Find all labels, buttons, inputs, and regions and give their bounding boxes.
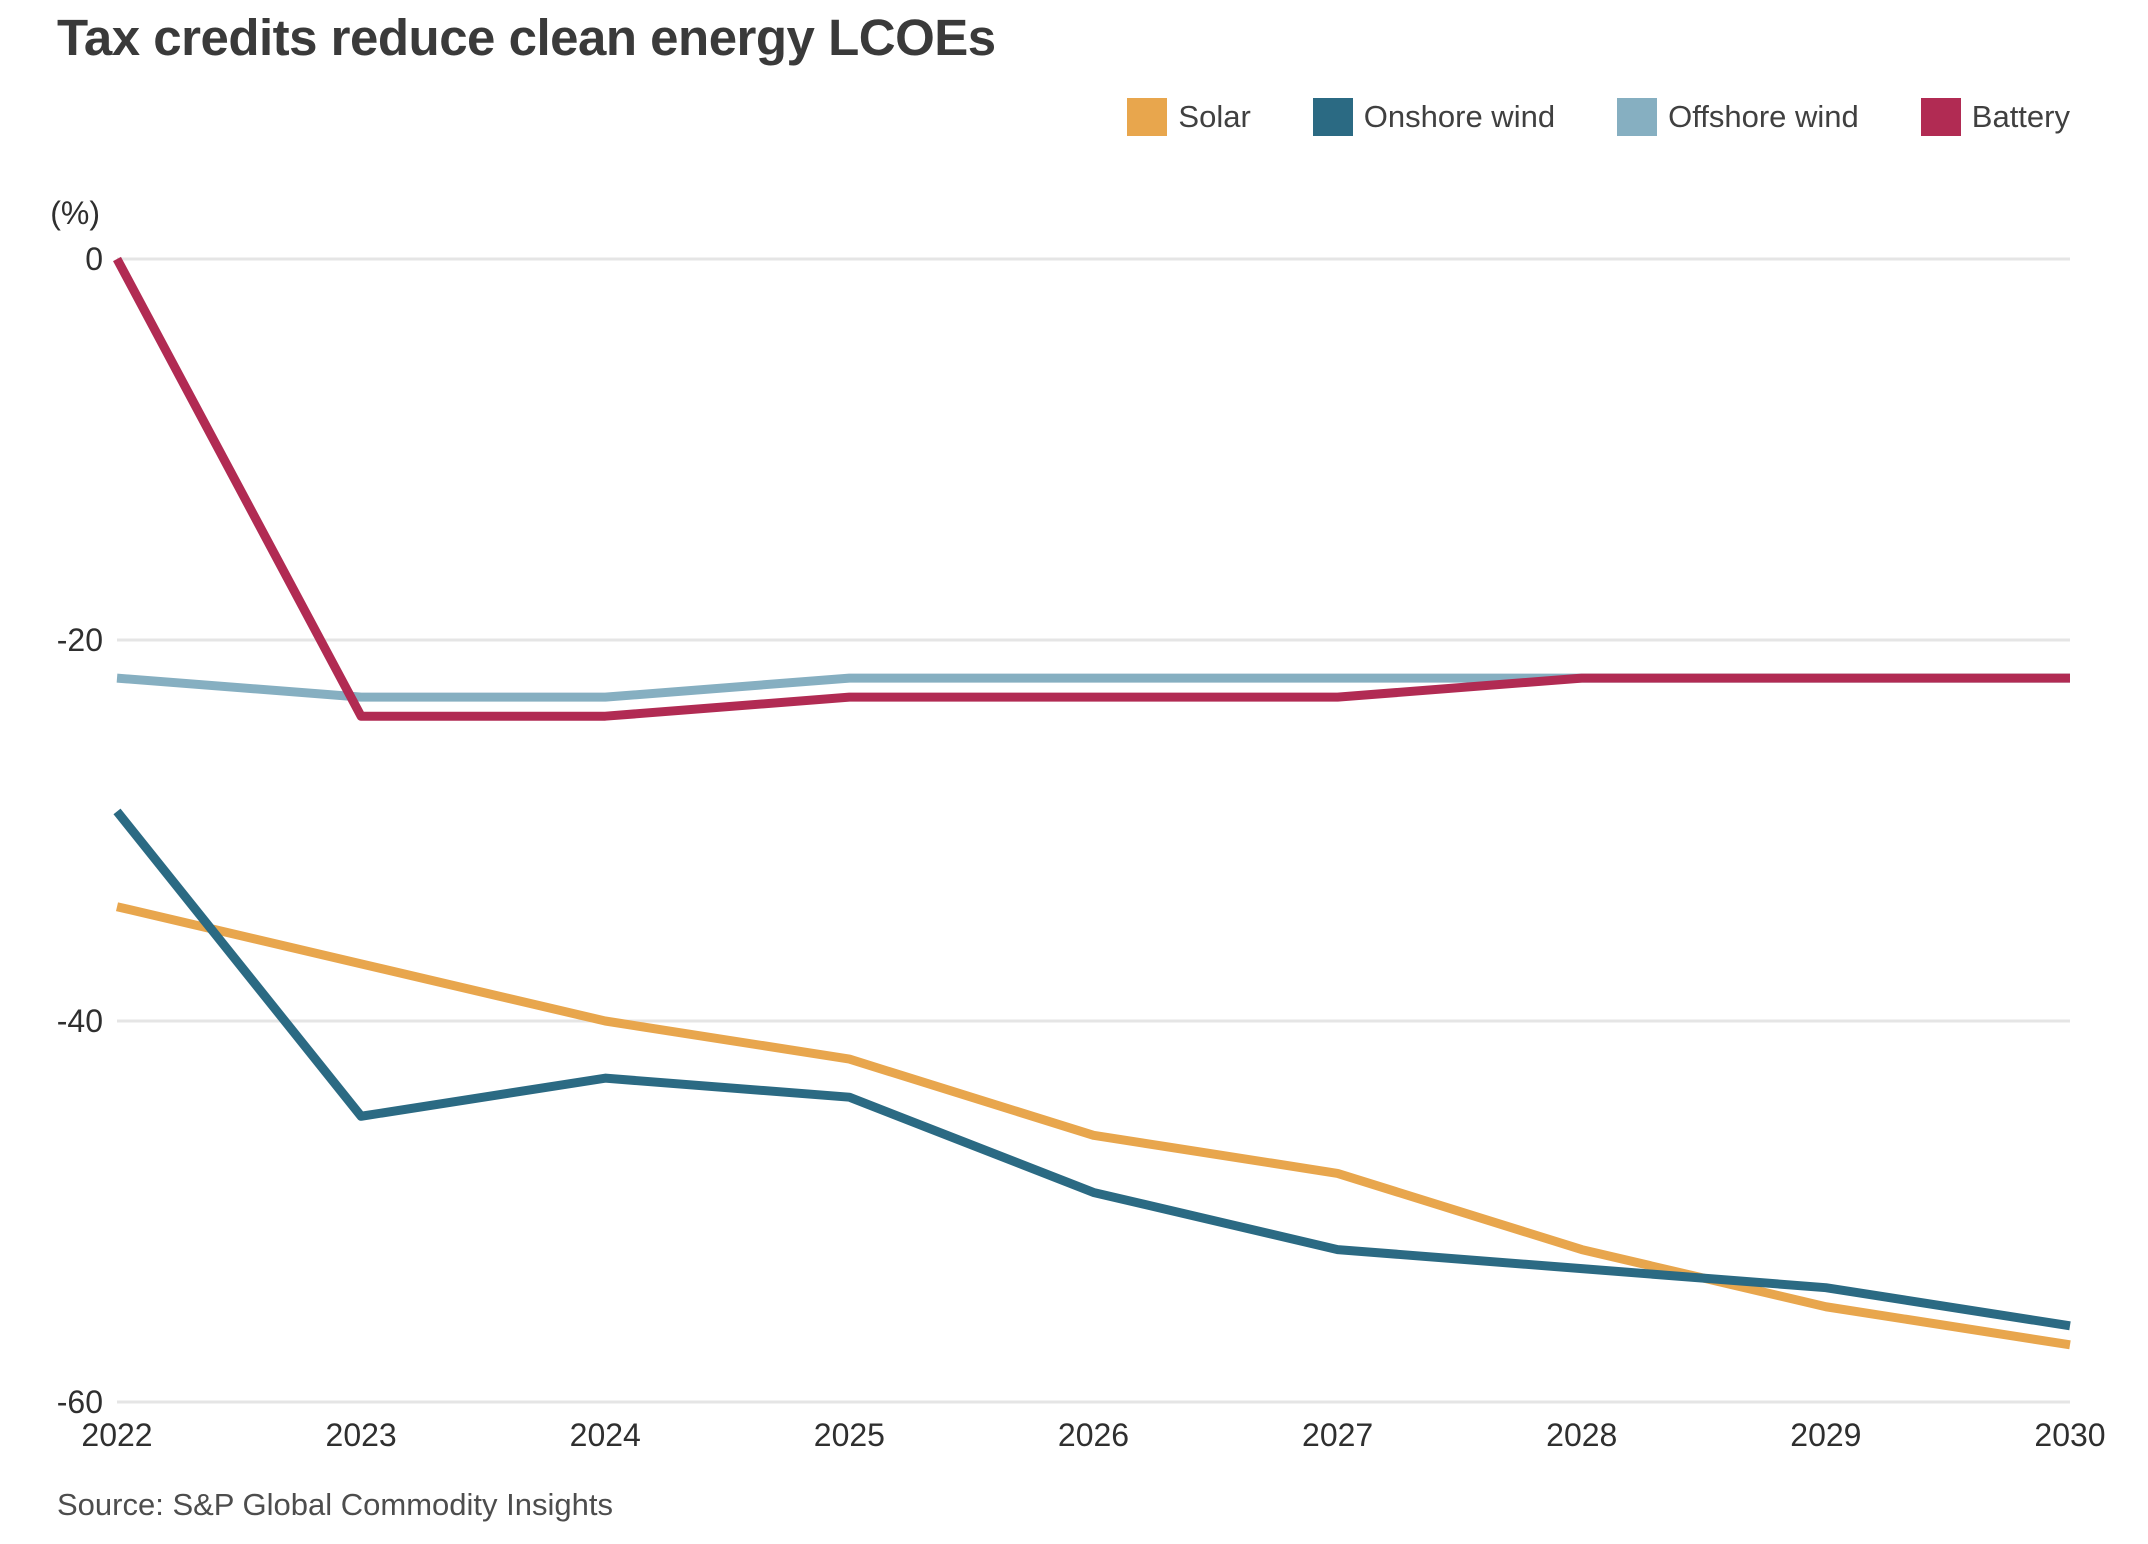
offshore-wind-swatch-icon [1617,98,1658,136]
legend-label: Onshore wind [1363,99,1556,134]
x-tick-label: 2028 [1546,1417,1617,1453]
legend: Solar Onshore wind Offshore wind Battery [1127,98,2070,136]
legend-item-offshore-wind: Offshore wind [1617,98,1859,136]
x-tick-label: 2026 [1058,1417,1129,1453]
solar-swatch-icon [1127,98,1168,136]
x-tick-label: 2022 [81,1417,152,1453]
y-tick-label: -60 [57,1384,103,1420]
y-tick-label: -40 [57,1003,103,1039]
legend-label: Battery [1971,99,2070,134]
y-tick-label: -20 [57,622,103,658]
y-tick-label: 0 [85,241,103,277]
x-tick-label: 2027 [1302,1417,1373,1453]
legend-item-battery: Battery [1920,98,2070,136]
x-tick-label: 2030 [2034,1417,2105,1453]
legend-label: Solar [1178,99,1251,134]
series-line-onshore-wind [113,808,2071,1331]
series-line-solar [115,902,2071,1350]
chart-title: Tax credits reduce clean energy LCOEs [57,9,996,66]
x-tick-label: 2024 [570,1417,641,1453]
legend-item-solar: Solar [1127,98,1251,136]
x-tick-label: 2025 [814,1417,885,1453]
series-line-battery [113,256,2070,721]
source-attribution: Source: S&P Global Commodity Insights [57,1487,613,1522]
legend-item-onshore-wind: Onshore wind [1312,98,1556,136]
x-tick-label: 2029 [1790,1417,1861,1453]
y-axis-unit-label: (%) [50,195,100,231]
x-tick-label: 2023 [326,1417,397,1453]
legend-label: Offshore wind [1668,99,1859,134]
onshore-wind-swatch-icon [1312,98,1353,136]
battery-swatch-icon [1920,98,1961,136]
